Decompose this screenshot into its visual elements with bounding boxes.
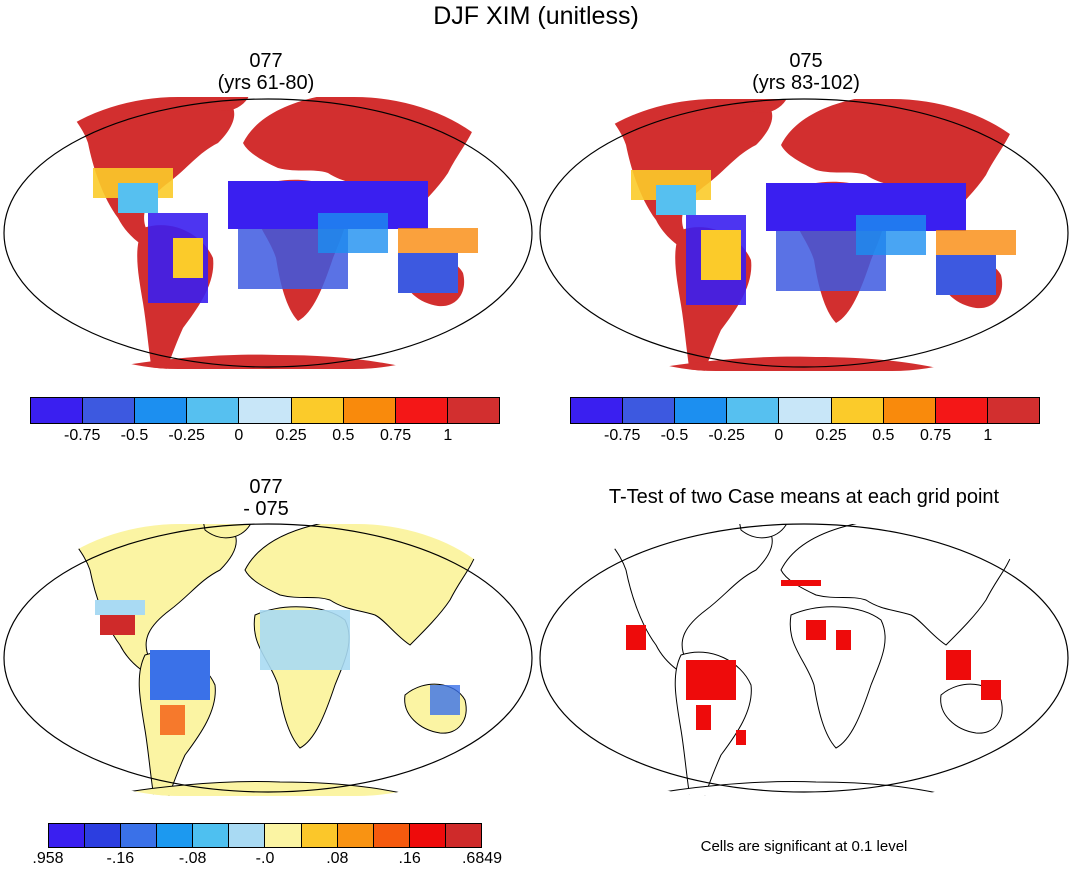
map-panel-3	[3, 523, 533, 796]
panel-3-title-line2: - 075	[243, 498, 289, 520]
colorbar-tick-label: -0.5	[660, 427, 689, 444]
colorbar-tick-label: 0	[774, 427, 784, 444]
colorbar-swatch	[265, 824, 302, 847]
colorbar-tick-label: 0.75	[379, 427, 412, 444]
colorbar-panel-1	[30, 397, 500, 424]
colorbar-tick-label: 0.5	[332, 427, 355, 444]
colorbar-tick-label: -0.5	[120, 427, 149, 444]
colorbar-swatch	[447, 398, 499, 423]
colorbar-tick-label: -.08	[178, 850, 207, 867]
colorbar-swatch	[623, 398, 676, 423]
colorbar-swatch	[337, 824, 374, 847]
colorbar-swatch	[135, 398, 188, 423]
colorbar-tick-label: -0.75	[603, 427, 641, 444]
colorbar-swatch	[727, 398, 780, 423]
colorbar-tick-label: .08	[326, 850, 349, 867]
colorbar-tick-label: 0.5	[872, 427, 895, 444]
panel-2-title-line1: 075	[789, 50, 823, 72]
colorbar-swatch	[239, 398, 292, 423]
colorbar-tick-label: 0.75	[919, 427, 952, 444]
map-panel-2	[539, 98, 1069, 371]
colorbar-tick-label: .958	[32, 850, 64, 867]
panel-2-title-line2: (yrs 83-102)	[752, 72, 860, 94]
colorbar-ticks-panel-1: -0.75 -0.5 -0.25 0 0.25 0.5 0.75 1	[30, 427, 500, 447]
panel-3-title: 077 - 075	[116, 476, 416, 520]
colorbar-tick-label: 0.25	[275, 427, 307, 444]
colorbar-ticks-panel-3: .958 -.16 -.08 -.0 .08 .16 .6849	[32, 850, 502, 870]
colorbar-swatch	[83, 398, 136, 423]
colorbar-tick-label: -.0	[255, 850, 275, 867]
colorbar-swatch	[409, 824, 446, 847]
colorbar-swatch	[987, 398, 1039, 423]
colorbar-tick-label: 1	[983, 427, 993, 444]
colorbar-tick-label: .6849	[461, 850, 503, 867]
colorbar-swatch	[935, 398, 988, 423]
colorbar-swatch	[157, 824, 194, 847]
panel-1-title: 077 (yrs 61-80)	[116, 50, 416, 94]
colorbar-ticks-panel-2: -0.75 -0.5 -0.25 0 0.25 0.5 0.75 1	[570, 427, 1040, 447]
panel-1-title-line1: 077	[249, 50, 283, 72]
colorbar-tick-label: -.16	[106, 850, 135, 867]
panel-4-title-line1: T-Test of two Case means at each grid po…	[608, 486, 1000, 508]
colorbar-tick-label: -0.75	[63, 427, 101, 444]
panel-4-title: T-Test of two Case means at each grid po…	[536, 486, 1072, 508]
significance-note: Cells are significant at 0.1 level	[700, 838, 908, 855]
colorbar-swatch	[343, 398, 396, 423]
panel-1-title-line2: (yrs 61-80)	[217, 72, 315, 94]
colorbar-swatch	[301, 824, 338, 847]
colorbar-swatch	[831, 398, 884, 423]
main-title: DJF XIM (unitless)	[433, 2, 639, 30]
colorbar-swatch	[571, 398, 624, 423]
colorbar-tick-label: -0.25	[708, 427, 745, 444]
colorbar-swatch	[883, 398, 936, 423]
colorbar-tick-label: 1	[443, 427, 453, 444]
colorbar-swatch	[193, 824, 230, 847]
colorbar-tick-label: 0	[234, 427, 244, 444]
colorbar-tick-label: -0.25	[168, 427, 205, 444]
colorbar-swatch	[395, 398, 448, 423]
colorbar-panel-3	[48, 823, 482, 848]
colorbar-swatch	[49, 824, 86, 847]
panel-3-title-line1: 077	[249, 476, 283, 498]
colorbar-swatch	[373, 824, 410, 847]
colorbar-swatch	[187, 398, 240, 423]
panel-2-title: 075 (yrs 83-102)	[656, 50, 956, 94]
colorbar-swatch	[229, 824, 266, 847]
colorbar-swatch	[121, 824, 158, 847]
colorbar-tick-label: 0.25	[815, 427, 847, 444]
colorbar-swatch	[291, 398, 344, 423]
colorbar-swatch	[675, 398, 728, 423]
map-panel-1	[3, 97, 533, 369]
colorbar-swatch	[31, 398, 84, 423]
colorbar-panel-2	[570, 397, 1040, 424]
colorbar-tick-label: .16	[398, 850, 421, 867]
colorbar-swatch	[779, 398, 832, 423]
map-panel-4	[539, 523, 1069, 796]
colorbar-swatch	[445, 824, 481, 847]
colorbar-swatch	[85, 824, 122, 847]
